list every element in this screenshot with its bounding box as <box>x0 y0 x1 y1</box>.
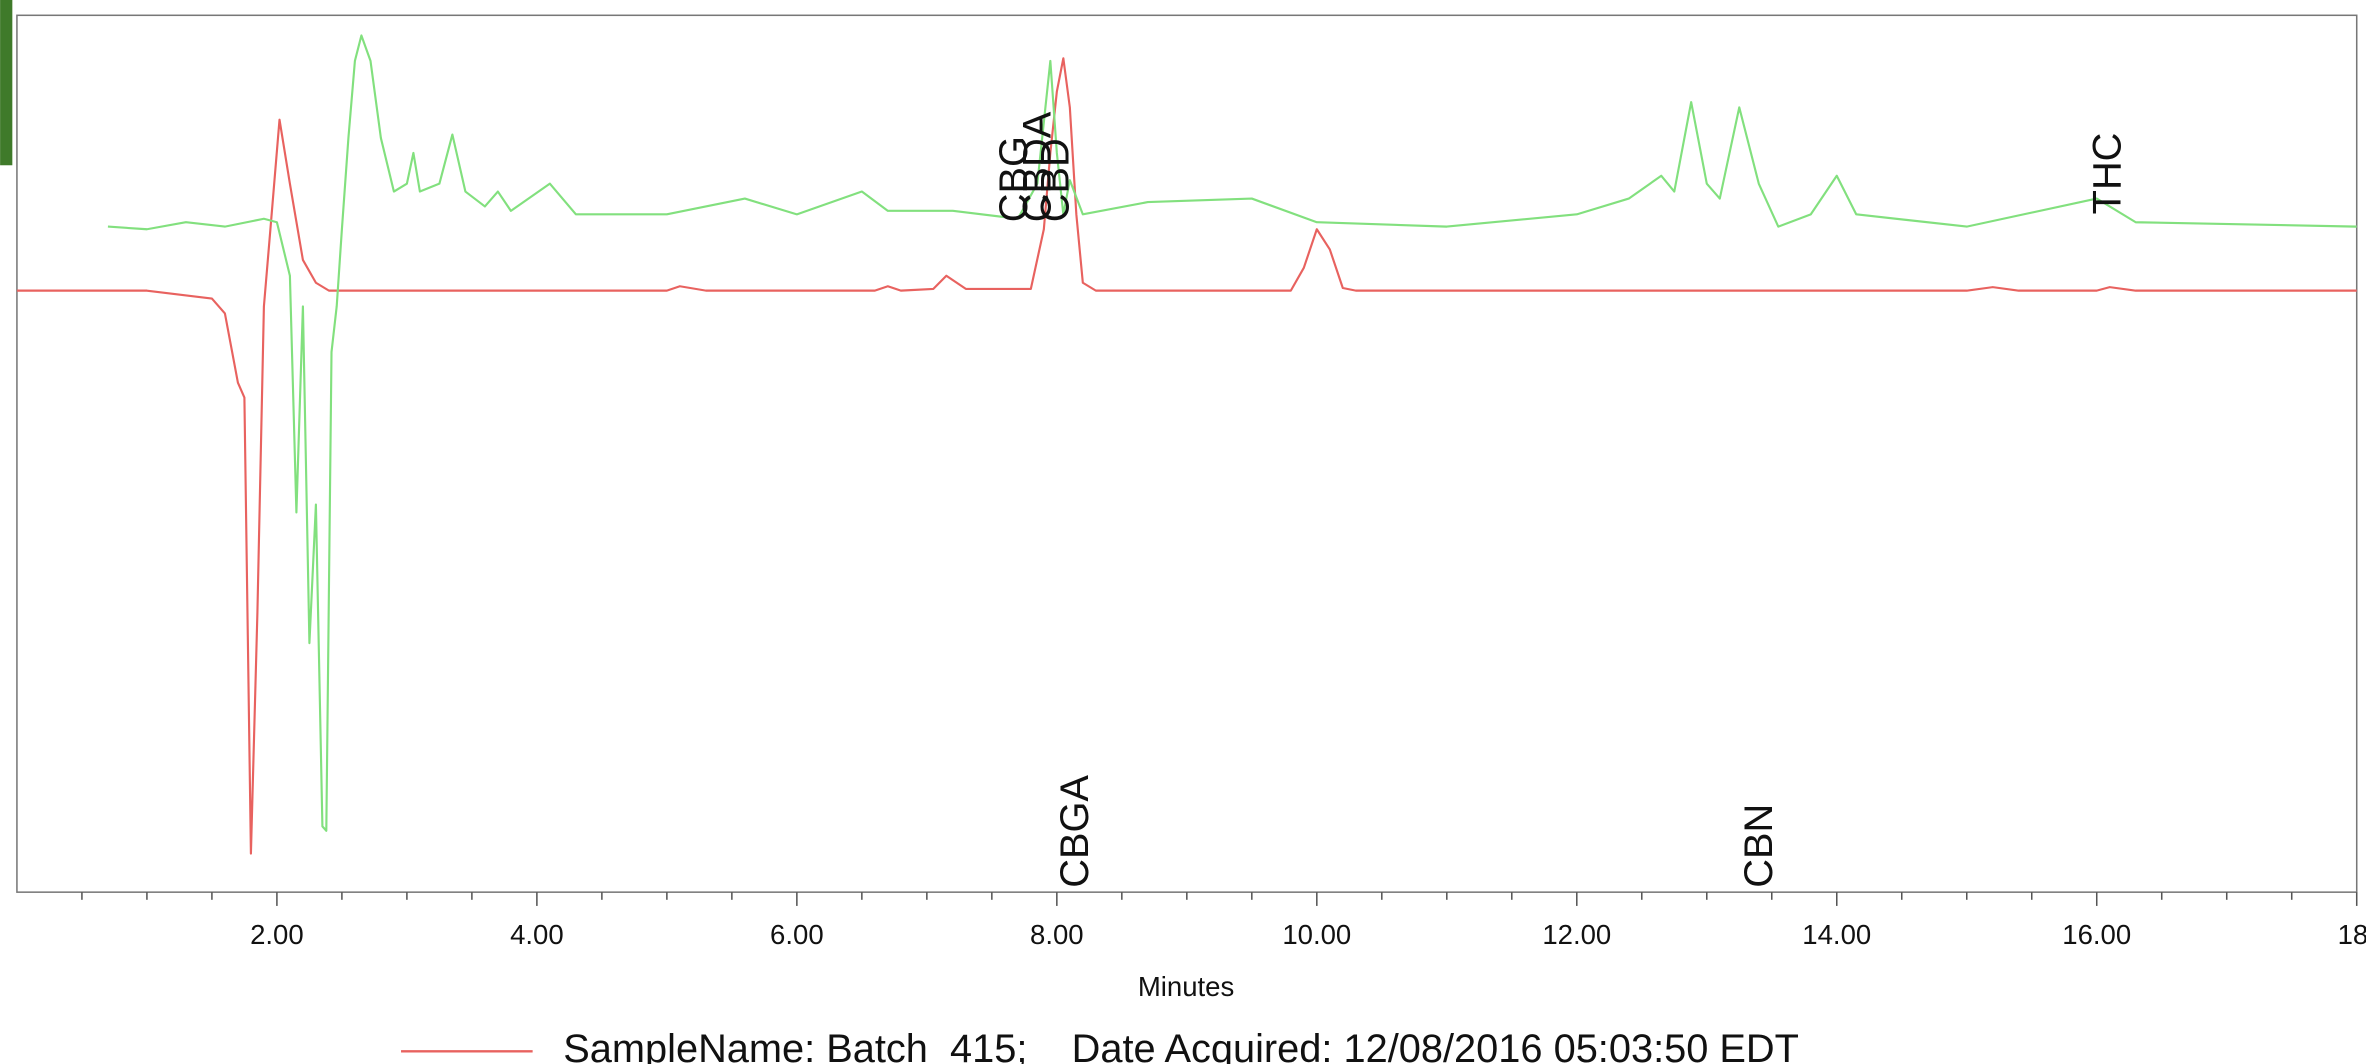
trace-line <box>107 34 2357 832</box>
x-tick-label: 12.00 <box>1542 919 1611 950</box>
peak-label: CBN <box>1737 804 1781 888</box>
x-tick-label: 2.00 <box>250 919 304 950</box>
x-tick-label: 14.00 <box>1802 919 1871 950</box>
peak-label: CBD <box>1034 138 1078 222</box>
x-tick-label: 4.00 <box>510 919 564 950</box>
peak-label: CBG <box>992 136 1036 222</box>
x-tick-label: 6.00 <box>770 919 824 950</box>
peak-label: CBGA <box>1053 775 1097 888</box>
x-axis-title: Minutes <box>1138 971 1234 1002</box>
x-tick-label: 8.00 <box>1030 919 1084 950</box>
trace-line <box>16 57 2357 855</box>
legend-label: SampleName: Batch 415; Date Acquired: 12… <box>563 1027 1799 1064</box>
x-tick-label: 18. <box>2338 919 2366 950</box>
plot-frame <box>16 14 2358 893</box>
peak-label: CBDA <box>1015 111 1059 222</box>
x-tick-label: 10.00 <box>1282 919 1351 950</box>
window-edge <box>0 0 13 166</box>
peak-label: THC <box>2085 133 2129 215</box>
x-tick-label: 16.00 <box>2062 919 2131 950</box>
